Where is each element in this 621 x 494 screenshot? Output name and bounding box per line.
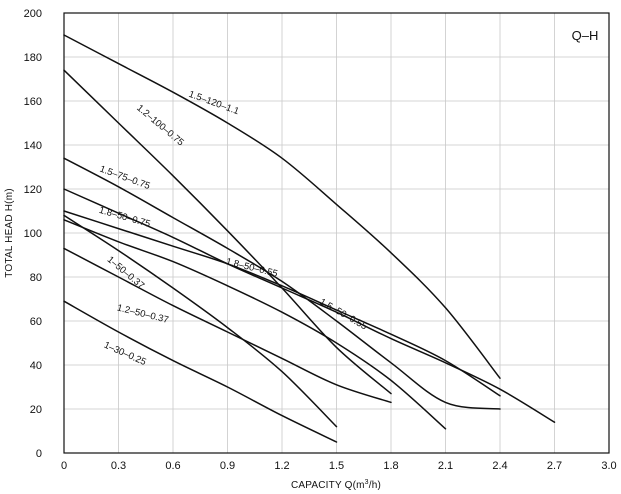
x-tick-label: 3.0 bbox=[601, 460, 616, 472]
curve-line bbox=[63, 219, 447, 430]
y-tick-label: 140 bbox=[24, 140, 42, 152]
y-tick-label: 180 bbox=[24, 52, 42, 64]
x-tick-label: 0 bbox=[61, 460, 67, 472]
x-tick-label: 2.1 bbox=[438, 460, 453, 472]
y-tick-labels: 0 20 40 60 80 100 120 140 160 180 200 bbox=[24, 8, 42, 460]
curve-line bbox=[63, 300, 338, 443]
y-tick-label: 80 bbox=[30, 272, 42, 284]
y-axis-label: TOTAL HEAD H(m) bbox=[4, 188, 15, 277]
chart-tag: Q–H bbox=[572, 28, 599, 43]
curve-line bbox=[63, 210, 501, 397]
plot-frame bbox=[63, 12, 610, 454]
x-tick-label: 1.2 bbox=[274, 460, 289, 472]
x-axis-label-suffix: /h) bbox=[369, 480, 381, 491]
curve-line bbox=[63, 188, 556, 423]
x-tick-label: 1.5 bbox=[329, 460, 344, 472]
x-tick-label: 2.7 bbox=[547, 460, 562, 472]
x-tick-label: 2.4 bbox=[492, 460, 507, 472]
curve-line bbox=[63, 34, 501, 379]
y-tick-label: 120 bbox=[24, 184, 42, 196]
y-tick-label: 0 bbox=[36, 448, 42, 460]
x-tick-label: 0.3 bbox=[111, 460, 126, 472]
x-tick-label: 0.9 bbox=[220, 460, 235, 472]
y-tick-label: 160 bbox=[24, 96, 42, 108]
x-tick-labels: 0 0.3 0.6 0.9 1.2 1.5 1.8 2.1 2.4 2.7 3.0 bbox=[61, 460, 617, 472]
x-tick-label: 0.6 bbox=[165, 460, 180, 472]
x-tick-label: 1.8 bbox=[383, 460, 398, 472]
y-tick-label: 40 bbox=[30, 360, 42, 372]
pump-curves bbox=[63, 34, 556, 443]
x-axis-label-prefix: CAPACITY Q(m bbox=[291, 480, 365, 491]
curve-line bbox=[63, 214, 338, 428]
y-tick-label: 60 bbox=[30, 316, 42, 328]
x-axis-label: CAPACITY Q(m3/h) bbox=[291, 479, 381, 491]
curve-line bbox=[63, 69, 392, 395]
y-tick-label: 100 bbox=[24, 228, 42, 240]
curve-line bbox=[63, 157, 501, 410]
y-tick-label: 20 bbox=[30, 404, 42, 416]
y-tick-label: 200 bbox=[24, 8, 42, 20]
x-axis-label-superscript: 3 bbox=[365, 479, 369, 486]
curve-line bbox=[63, 247, 392, 404]
